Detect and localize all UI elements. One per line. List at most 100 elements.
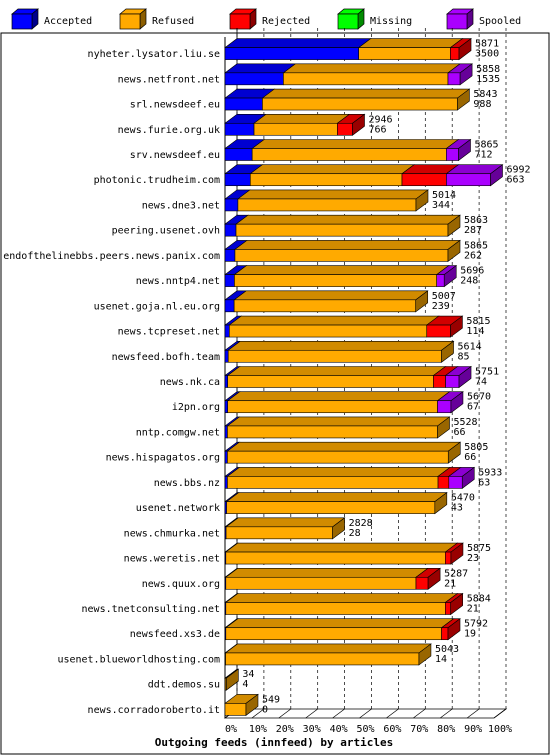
row-total-label: 5614 bbox=[458, 341, 482, 352]
legend-label: Missing bbox=[370, 16, 412, 27]
bar-segment-refused bbox=[224, 668, 240, 691]
row-label: photonic.trudheim.com bbox=[94, 175, 220, 186]
bar-segment-rejected bbox=[336, 113, 366, 136]
row-total-label: 5805 bbox=[464, 442, 488, 453]
row-accepted-label: 0 bbox=[262, 704, 268, 715]
legend-item-spooled: Spooled bbox=[446, 8, 521, 30]
row-accepted-label: 67 bbox=[467, 402, 479, 413]
row-total-label: 5470 bbox=[451, 493, 475, 504]
row-total-label: 5858 bbox=[476, 64, 500, 75]
row-label: news.furie.org.uk bbox=[118, 125, 220, 136]
row-accepted-label: 66 bbox=[464, 452, 476, 463]
legend-swatch bbox=[229, 13, 251, 30]
row-accepted-label: 262 bbox=[464, 250, 482, 261]
row-label: srv.newsdeef.eu bbox=[130, 150, 220, 161]
row-total-label: 5751 bbox=[475, 367, 499, 378]
bar-segment-refused bbox=[226, 391, 451, 414]
bar-segment-refused bbox=[225, 492, 448, 515]
x-tick-label: 30% bbox=[303, 724, 321, 735]
row-accepted-label: 21 bbox=[444, 578, 456, 589]
row-accepted-label: 3500 bbox=[475, 49, 499, 60]
legend-item-refused: Refused bbox=[119, 8, 194, 30]
row-label: usenet.network bbox=[136, 503, 220, 514]
bar-segment-refused bbox=[234, 239, 461, 262]
row-accepted-label: 4 bbox=[242, 679, 248, 690]
row-label: news.chmurka.net bbox=[124, 528, 220, 539]
row-accepted-label: 28 bbox=[349, 528, 361, 539]
chart-row-ddt-demos-su: ddt.demos.su 344 bbox=[148, 668, 254, 691]
bar-segment-refused bbox=[253, 113, 351, 136]
bar-segment-refused bbox=[224, 567, 429, 590]
row-label: news.tnetconsulting.net bbox=[82, 604, 220, 615]
row-label: newsfeed.xs3.de bbox=[130, 629, 220, 640]
row-accepted-label: 239 bbox=[432, 301, 450, 312]
bar-segment-rejected bbox=[425, 315, 464, 338]
bar-segment-accepted bbox=[224, 113, 267, 136]
row-label: news.dne3.net bbox=[142, 200, 220, 211]
chart-title: Outgoing feeds (innfeed) by articles bbox=[155, 736, 393, 749]
legend-swatch bbox=[337, 13, 359, 30]
row-accepted-label: 21 bbox=[467, 604, 479, 615]
x-tick-label: 80% bbox=[437, 724, 455, 735]
row-total-label: 5007 bbox=[432, 291, 456, 302]
row-total-label: 5696 bbox=[460, 266, 484, 277]
bar-segment-accepted bbox=[224, 240, 248, 262]
row-accepted-label: 19 bbox=[464, 629, 476, 640]
row-label: ddt.demos.su bbox=[148, 680, 220, 691]
x-tick-label: 10% bbox=[249, 724, 267, 735]
row-total-label: 5871 bbox=[475, 39, 499, 50]
row-label: news.corradoroberto.it bbox=[88, 705, 220, 716]
row-accepted-label: 74 bbox=[475, 377, 487, 388]
bar-segment-refused bbox=[233, 290, 429, 313]
bar-segment-refused bbox=[224, 593, 459, 615]
bar-segment-rejected bbox=[415, 567, 441, 590]
row-total-label: 5843 bbox=[473, 89, 497, 100]
row-accepted-label: 85 bbox=[458, 351, 470, 362]
row-label: srl.newsdeef.eu bbox=[130, 100, 220, 111]
x-tick-label: 100% bbox=[488, 724, 512, 735]
legend-label: Refused bbox=[152, 16, 194, 27]
chart-row-endofthelinebbs-peers-news-panix-com: endofthelinebbs.peers.news.panix.com 5865… bbox=[3, 239, 488, 262]
row-total-label: 5875 bbox=[467, 543, 491, 554]
row-total-label: 5865 bbox=[464, 240, 488, 251]
bar-segment-refused bbox=[226, 416, 451, 439]
legend-item-rejected: Rejected bbox=[229, 8, 310, 30]
bar-segment-refused bbox=[225, 517, 346, 540]
row-accepted-label: 248 bbox=[460, 276, 478, 287]
bar-segment-refused bbox=[227, 340, 455, 363]
bar-segment-refused bbox=[235, 214, 461, 237]
x-tick-label: 90% bbox=[464, 724, 482, 735]
bar-segment-spooled bbox=[436, 391, 464, 414]
bar-segment-refused bbox=[261, 88, 471, 111]
bar-segment-spooled bbox=[447, 466, 476, 489]
bar-segment-refused bbox=[224, 618, 455, 641]
bar-segment-refused bbox=[251, 139, 460, 161]
row-total-label: 5043 bbox=[435, 644, 459, 655]
bar-segment-spooled bbox=[445, 164, 504, 187]
row-label: news.weretis.net bbox=[124, 554, 220, 565]
bar-segment-spooled bbox=[435, 265, 458, 288]
row-accepted-label: 43 bbox=[451, 503, 463, 514]
row-total-label: 5884 bbox=[467, 594, 491, 605]
x-tick-label: 60% bbox=[383, 724, 401, 735]
bar-segment-refused bbox=[226, 366, 447, 388]
row-accepted-label: 663 bbox=[507, 175, 525, 186]
bar-segment-refused bbox=[224, 643, 432, 666]
chart-legend: Accepted Refused Rejected Missing Spooled bbox=[11, 8, 521, 30]
bar-segment-rejected bbox=[444, 592, 464, 616]
